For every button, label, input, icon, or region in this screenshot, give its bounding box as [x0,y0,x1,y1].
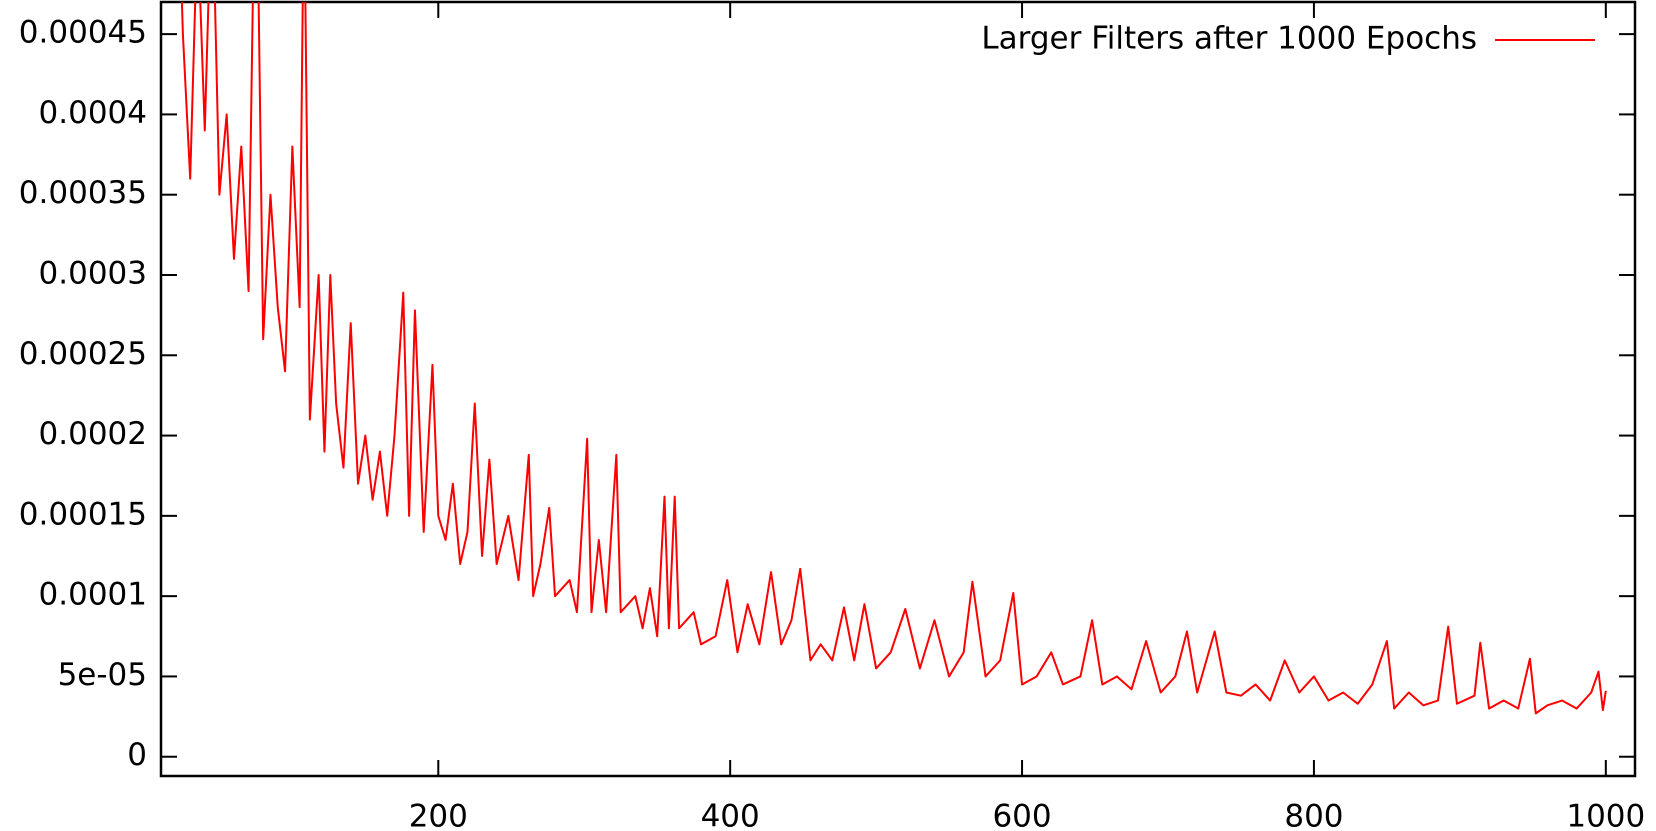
y-tick-label: 0.0002 [39,416,147,452]
x-tick-label: 600 [992,799,1051,831]
y-tick-label: 0 [127,737,147,773]
y-tick-label: 0.00045 [19,15,147,51]
y-tick-label: 0.0004 [39,95,147,131]
data-line [180,2,1607,715]
y-tick-label: 0.0003 [39,255,147,291]
x-tick-label: 400 [701,799,760,831]
plot-frame [159,0,1637,778]
x-tick-label: 1000 [1566,799,1645,831]
legend-label: Larger Filters after 1000 Epochs [981,21,1477,57]
y-tick-label: 5e-05 [58,657,147,693]
y-tick-label: 0.00035 [19,175,147,211]
y-tick-label: 0.00015 [19,496,147,532]
y-tick-label: 0.00025 [19,336,147,372]
x-tick-label: 800 [1284,799,1343,831]
y-tick-label: 0.0001 [39,577,147,613]
x-tick-label: 200 [409,799,468,831]
